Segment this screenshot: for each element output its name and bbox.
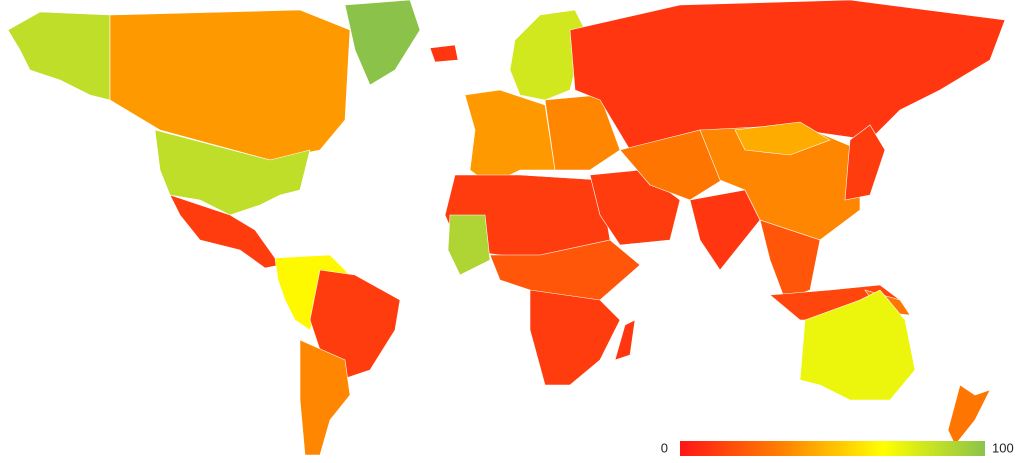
region [614, 319, 636, 361]
region [299, 339, 351, 456]
region [429, 44, 459, 63]
region [509, 9, 586, 101]
region [154, 129, 311, 216]
region [344, 0, 421, 86]
region [799, 289, 916, 401]
region [947, 384, 991, 446]
region [619, 129, 731, 201]
region [529, 289, 621, 386]
region [464, 89, 556, 186]
region [447, 214, 491, 276]
color-bar [680, 441, 985, 456]
region [309, 269, 401, 381]
region [569, 0, 1006, 151]
legend-min-label: 0 [661, 440, 668, 455]
region [844, 124, 886, 201]
region [734, 121, 831, 156]
region [689, 189, 761, 271]
region [169, 194, 281, 269]
legend-max-label: 100 [992, 440, 1014, 455]
region [109, 9, 351, 161]
region [7, 11, 111, 101]
